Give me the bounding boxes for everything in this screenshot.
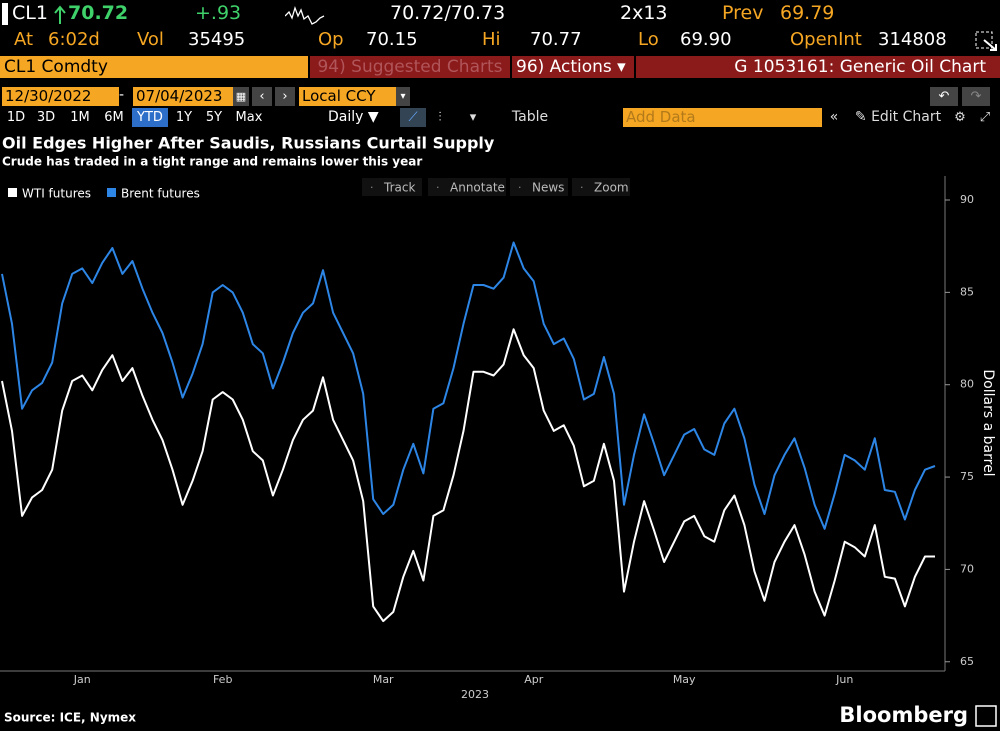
edit-chart-label: Edit Chart bbox=[871, 109, 942, 125]
open-interest: 314808 bbox=[878, 29, 947, 50]
y-tick-label: 90 bbox=[960, 193, 974, 206]
legend-swatch bbox=[8, 188, 17, 197]
sparkline bbox=[285, 5, 325, 25]
volume: 35495 bbox=[188, 29, 246, 50]
collapse-button[interactable]: « bbox=[829, 109, 839, 125]
y-tick-label: 80 bbox=[960, 378, 974, 391]
bid-ask: 70.72/70.73 bbox=[390, 2, 506, 24]
open-interest-label: OpenInt bbox=[790, 29, 862, 50]
add-data-field[interactable]: Add Data bbox=[623, 108, 822, 127]
open: 70.15 bbox=[366, 29, 418, 50]
prev-label: Prev bbox=[722, 2, 764, 24]
currency-dropdown[interactable]: ▾ bbox=[396, 87, 410, 106]
tool-icon: · bbox=[370, 181, 374, 194]
brand-icon bbox=[975, 705, 997, 727]
period-button[interactable]: 3D bbox=[36, 110, 56, 125]
chart-subtitle: Crude has traded in a tight range and re… bbox=[2, 155, 422, 169]
calendar-button[interactable]: ▦ bbox=[233, 87, 249, 106]
frequency-dropdown[interactable]: Daily ▼ bbox=[328, 109, 379, 125]
tool-button[interactable] bbox=[362, 178, 422, 196]
legend-swatch bbox=[107, 188, 116, 197]
x-tick-label: May bbox=[673, 673, 696, 686]
frequency-label: Daily bbox=[328, 109, 364, 125]
chart-id: G 1053161: Generic Oil Chart bbox=[636, 56, 1000, 78]
period-button[interactable]: 6M bbox=[104, 110, 124, 125]
edit-chart-button[interactable]: ✎ Edit Chart bbox=[854, 109, 942, 125]
tool-icon: · bbox=[518, 181, 522, 194]
tool-label: News bbox=[532, 181, 564, 195]
series-line bbox=[1, 328, 935, 623]
period-button[interactable]: Max bbox=[235, 110, 263, 125]
expand-button[interactable]: ⤢ bbox=[979, 110, 991, 125]
actions-label: 96) Actions bbox=[516, 57, 612, 77]
prev-button[interactable]: ‹ bbox=[252, 87, 272, 106]
volume-label: Vol bbox=[137, 29, 164, 50]
low: 69.90 bbox=[680, 29, 732, 50]
cursor bbox=[2, 3, 8, 25]
high-label: Hi bbox=[482, 29, 501, 50]
y-axis-label: Dollars a barrel bbox=[980, 369, 996, 476]
y-tick-label: 75 bbox=[960, 470, 974, 483]
period-button[interactable]: 1Y bbox=[175, 110, 193, 125]
suggested-charts[interactable]: 94) Suggested Charts bbox=[310, 56, 510, 78]
tool-button[interactable] bbox=[510, 178, 568, 196]
series-line bbox=[1, 241, 936, 530]
type-dropdown[interactable]: ▾ bbox=[469, 110, 477, 125]
period-button[interactable]: 5Y bbox=[205, 110, 223, 125]
redo-button[interactable]: ↷ bbox=[962, 87, 990, 106]
settings-button[interactable]: ⚙ bbox=[954, 110, 966, 125]
tool-button[interactable] bbox=[572, 178, 630, 196]
x-axis-label: 2023 bbox=[461, 688, 489, 701]
high: 70.77 bbox=[530, 29, 582, 50]
ticker: CL1 bbox=[12, 2, 48, 24]
source: Source: ICE, Nymex bbox=[4, 711, 136, 725]
x-tick-label: Apr bbox=[524, 673, 544, 686]
period-button[interactable]: 1M bbox=[70, 110, 90, 125]
time-label: At bbox=[14, 29, 34, 50]
tool-label: Track bbox=[383, 181, 415, 195]
line-type-button[interactable]: ⟋ bbox=[400, 108, 426, 127]
y-tick-label: 65 bbox=[960, 655, 974, 668]
date-separator: - bbox=[119, 87, 125, 103]
start-date[interactable]: 12/30/2022 bbox=[2, 87, 119, 106]
undo-button[interactable]: ↶ bbox=[930, 87, 958, 106]
y-tick-label: 85 bbox=[960, 285, 974, 298]
x-tick-label: Jan bbox=[73, 673, 91, 686]
legend-label: Brent futures bbox=[121, 187, 200, 201]
period-button[interactable]: YTD bbox=[132, 108, 168, 127]
x-tick-label: Feb bbox=[213, 673, 232, 686]
tool-label: Zoom bbox=[594, 181, 629, 195]
time: 6:02d bbox=[48, 29, 100, 50]
chart-title: Oil Edges Higher After Saudis, Russians … bbox=[2, 134, 495, 153]
security-field[interactable]: CL1 Comdty bbox=[0, 56, 308, 78]
next-button[interactable]: › bbox=[275, 87, 295, 106]
prev-close: 69.79 bbox=[780, 2, 835, 24]
low-label: Lo bbox=[638, 29, 659, 50]
bar-type-button[interactable]: ⫶ bbox=[438, 110, 442, 125]
open-label: Op bbox=[318, 29, 344, 50]
tool-icon: · bbox=[580, 181, 584, 194]
actions-menu[interactable]: 96) Actions ▾ bbox=[512, 56, 634, 78]
period-button[interactable]: 1D bbox=[6, 110, 26, 125]
x-tick-label: Jun bbox=[835, 673, 853, 686]
brand: Bloomberg bbox=[839, 703, 968, 727]
table-button[interactable]: Table bbox=[511, 109, 549, 125]
tool-button[interactable] bbox=[428, 178, 506, 196]
tool-label: Annotate bbox=[450, 181, 505, 195]
y-tick-label: 70 bbox=[960, 562, 974, 575]
currency-field[interactable]: Local CCY bbox=[299, 87, 396, 106]
last-price: 70.72 bbox=[68, 2, 129, 24]
x-tick-label: Mar bbox=[373, 673, 394, 686]
chart: Oil Edges Higher After Saudis, Russians … bbox=[0, 134, 997, 727]
up-arrow bbox=[54, 5, 66, 24]
bid-ask-size: 2x13 bbox=[620, 2, 668, 24]
export-icon[interactable] bbox=[974, 30, 998, 52]
legend-label: WTI futures bbox=[22, 187, 91, 201]
tool-icon: · bbox=[436, 181, 440, 194]
net-change: +.93 bbox=[195, 2, 242, 24]
end-date[interactable]: 07/04/2023 bbox=[133, 87, 234, 106]
